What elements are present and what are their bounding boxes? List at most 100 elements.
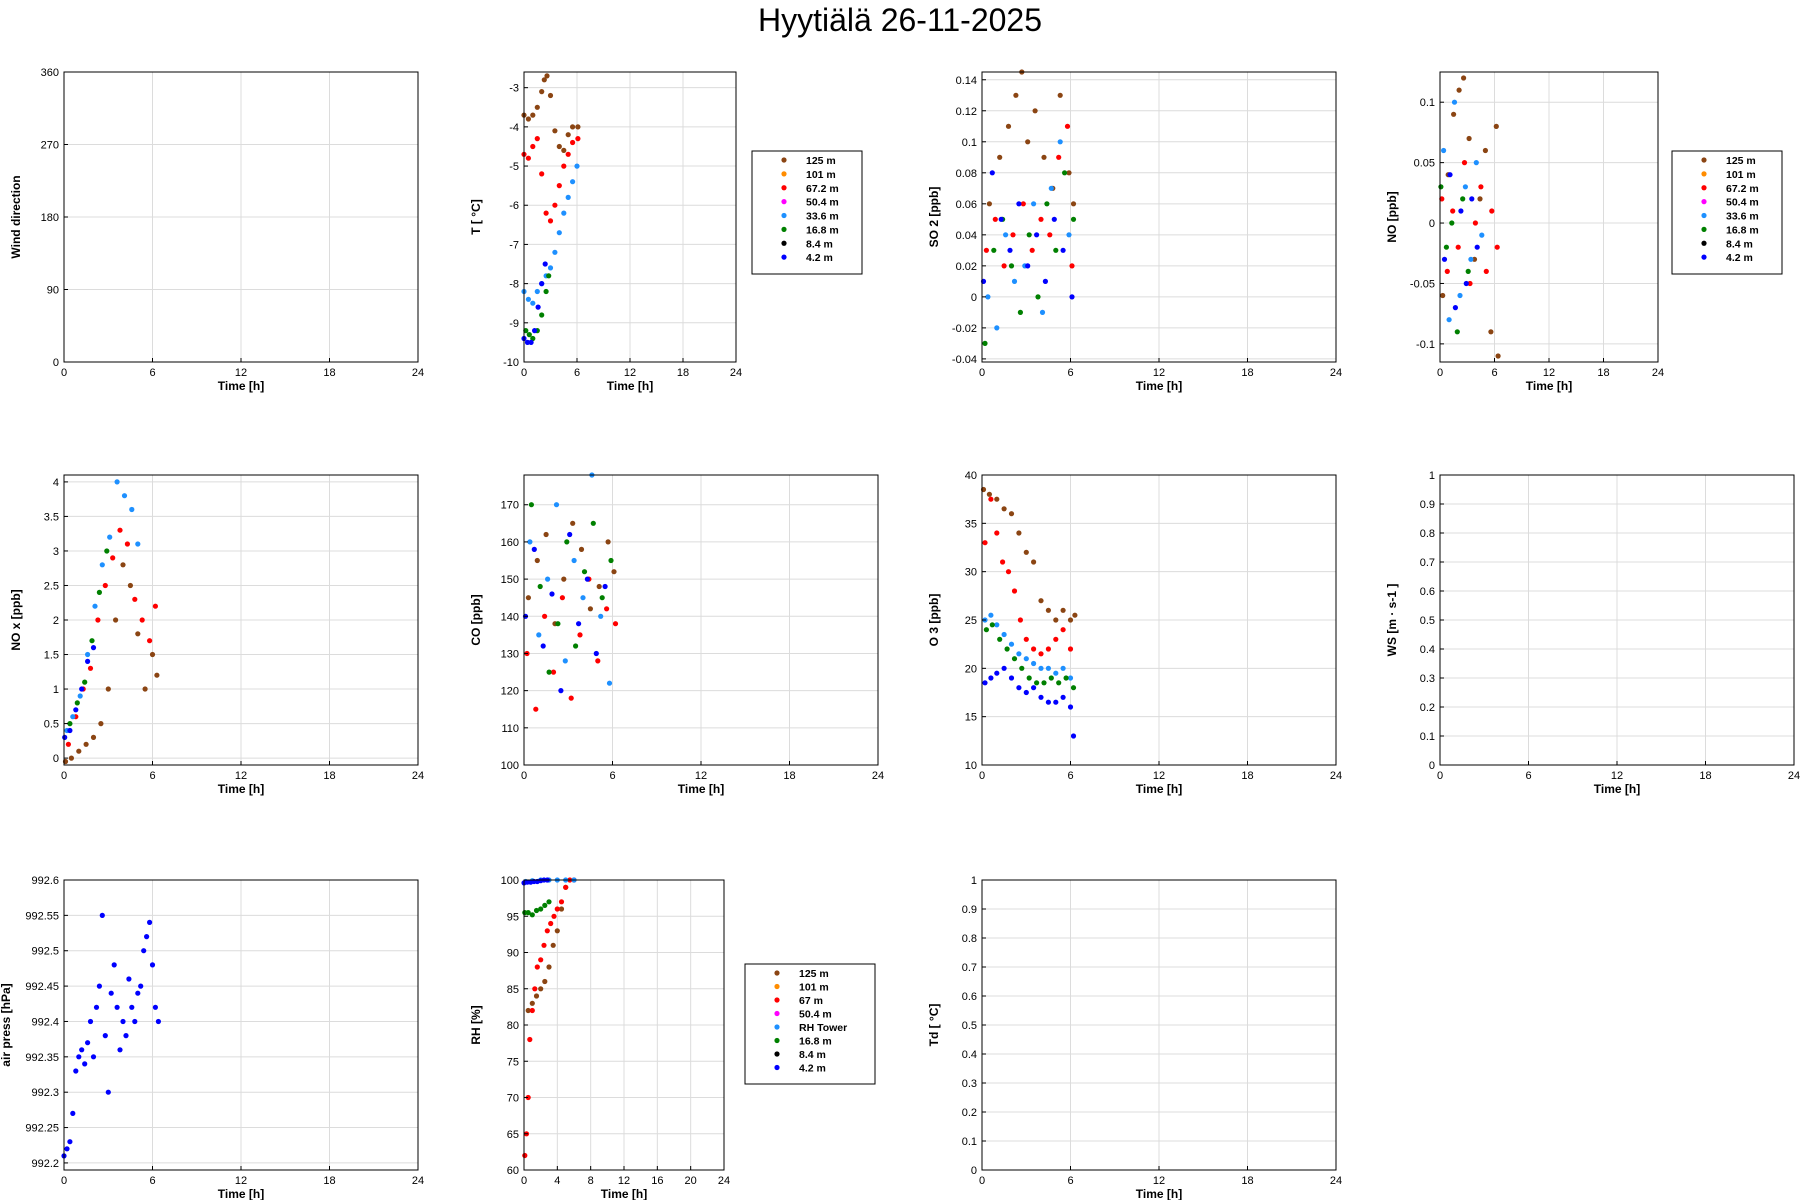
data-point: [525, 910, 531, 916]
data-point: [1016, 651, 1022, 657]
data-point: [536, 632, 542, 638]
data-point: [584, 576, 591, 582]
data-point: [530, 112, 536, 118]
data-point: [117, 527, 123, 533]
data-point: [1031, 201, 1037, 207]
legend-marker: [781, 226, 787, 232]
data-point: [111, 962, 117, 968]
data-point: [595, 658, 601, 664]
legend-box: [1671, 150, 1783, 275]
data-point: [530, 143, 536, 150]
y-tick-label: 0.4: [1420, 644, 1435, 656]
data-point: [554, 928, 560, 934]
y-axis-label: Wind direction: [9, 175, 23, 258]
y-tick-label: 0: [1429, 760, 1435, 772]
x-tick-label: 12: [235, 1175, 247, 1187]
data-point: [1001, 506, 1007, 512]
y-tick-label: 85: [507, 984, 519, 996]
data-point: [79, 686, 85, 692]
data-point: [1063, 675, 1069, 681]
data-point: [580, 595, 586, 601]
data-point: [1031, 559, 1037, 565]
y-tick-label: 70: [507, 1093, 519, 1105]
legend-label: 101 m: [1726, 169, 1756, 181]
data-point: [1023, 549, 1029, 555]
y-tick-label: 75: [507, 1056, 519, 1068]
data-point: [1456, 87, 1462, 93]
data-point: [994, 496, 1000, 502]
data-point: [525, 1007, 531, 1014]
data-point: [527, 1036, 533, 1043]
data-point: [90, 1054, 97, 1060]
y-tick-label: 10: [965, 760, 977, 772]
chart-temp: 0 6 12 18 24 -10 -9 -8 -7 -6 -5 -4 -3 Time [h] T [ °C]…: [469, 71, 863, 393]
x-tick-label: 0: [61, 1175, 67, 1187]
data-point: [1045, 607, 1051, 613]
data-point: [1029, 247, 1035, 253]
data-point: [1001, 631, 1007, 638]
y-tick-label: 0.08: [956, 168, 977, 180]
data-point: [985, 294, 991, 300]
data-point: [127, 582, 133, 589]
legend-marker: [781, 254, 787, 260]
data-point: [546, 899, 552, 905]
legend-label: 4.2 m: [1726, 252, 1753, 264]
data-point: [129, 506, 135, 513]
legend-label: 16.8 m: [1726, 224, 1759, 236]
data-point: [575, 124, 581, 130]
data-point: [67, 721, 73, 727]
x-tick-label: 0: [979, 1175, 985, 1187]
y-axis-label: RH [%]: [469, 1005, 483, 1044]
x-tick-label: 6: [149, 367, 155, 379]
data-point: [1025, 263, 1031, 269]
y-tick-label: 3.5: [44, 511, 59, 523]
y-tick-label: 0.9: [1420, 499, 1435, 511]
data-point: [1038, 694, 1044, 700]
legend-label: 50.4 m: [1726, 197, 1759, 209]
y-tick-label: 90: [47, 285, 59, 297]
data-point: [556, 143, 562, 150]
data-point: [117, 1047, 123, 1053]
y-axis-label: SO 2 [ppb]: [927, 187, 941, 248]
data-point: [1016, 201, 1022, 207]
y-tick-label: 120: [501, 686, 519, 698]
data-point: [538, 986, 544, 992]
data-point: [543, 288, 549, 295]
data-point: [1440, 292, 1446, 299]
data-point: [1471, 256, 1478, 262]
data-point: [1016, 685, 1022, 691]
legend-marker: [774, 1064, 780, 1071]
x-tick-label: 0: [61, 367, 67, 379]
data-point: [98, 721, 104, 727]
data-point: [1020, 201, 1026, 207]
data-point: [96, 589, 102, 596]
x-tick-label: 20: [685, 1175, 697, 1187]
data-point: [581, 569, 588, 575]
data-point: [561, 576, 567, 582]
x-tick-label: 8: [588, 1175, 594, 1187]
data-point: [1450, 208, 1456, 214]
data-point: [532, 328, 538, 334]
data-point: [593, 650, 599, 657]
data-point: [570, 139, 576, 146]
data-point: [1008, 675, 1015, 681]
y-tick-label: -0.04: [952, 354, 977, 366]
data-point: [1011, 588, 1018, 594]
data-point: [1070, 216, 1077, 222]
data-point: [541, 942, 547, 948]
y-tick-label: 160: [501, 537, 519, 549]
data-point: [1072, 612, 1078, 618]
data-point: [988, 496, 994, 502]
data-point: [524, 339, 531, 345]
x-tick-label: 18: [323, 1175, 335, 1187]
data-point: [1019, 665, 1025, 671]
data-point: [528, 502, 535, 508]
chart-wind: 0 6 12 18 24 0 90 180 270 360 Time [h] Wind directi…: [9, 67, 424, 393]
data-point: [152, 603, 158, 609]
data-point: [565, 132, 571, 138]
y-tick-label: 270: [41, 140, 59, 152]
data-point: [1067, 675, 1074, 681]
legend: 125 m 101 m 67.2 m 50.4 m 33.6 m16.8 m 8.4 m 4…: [751, 150, 863, 275]
x-tick-label: 24: [1788, 770, 1800, 782]
data-point: [79, 1047, 85, 1053]
